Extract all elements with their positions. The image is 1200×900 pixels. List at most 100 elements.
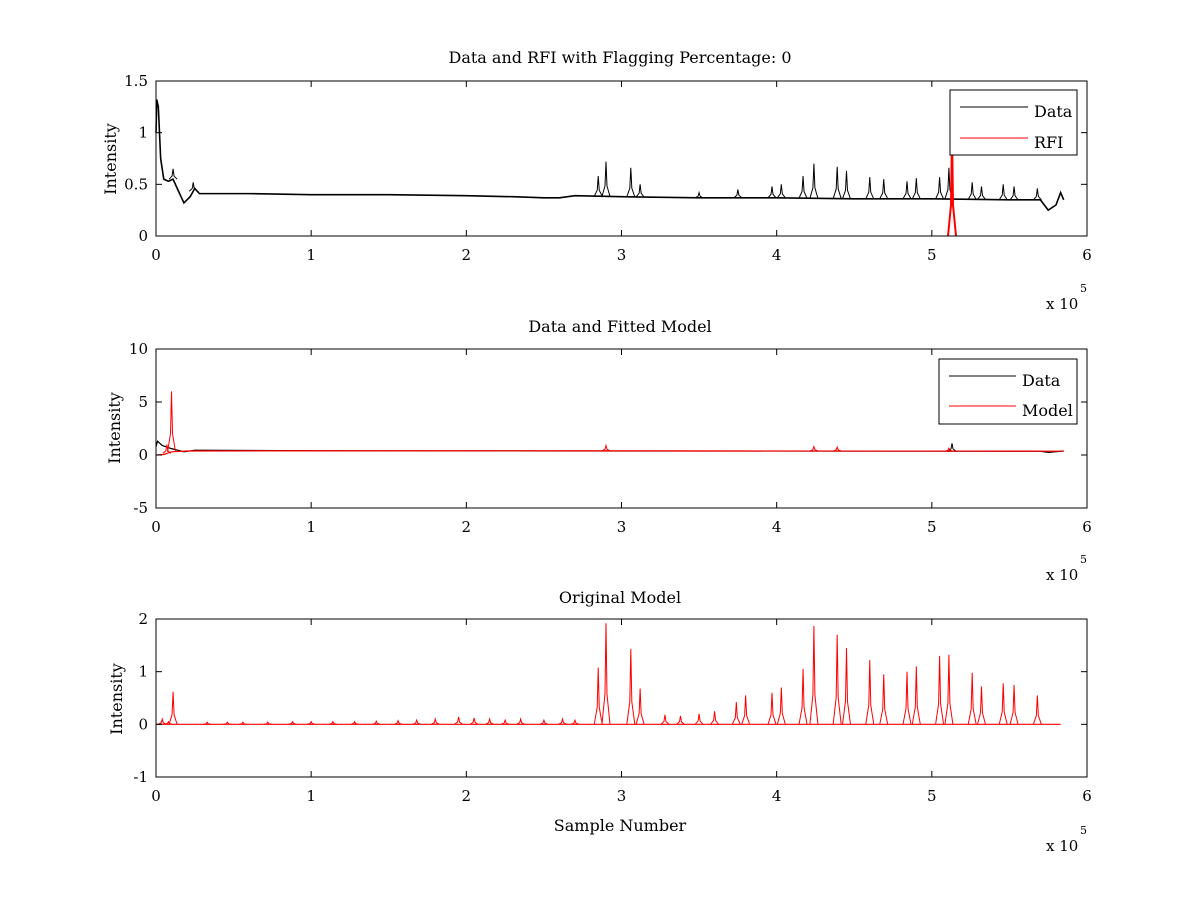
x-tick-label: 2 bbox=[462, 518, 472, 536]
spike-data bbox=[168, 168, 178, 180]
spike-series bbox=[454, 716, 463, 725]
spike-series bbox=[539, 718, 549, 725]
x-tick-label: 5 bbox=[927, 787, 937, 805]
spike-series bbox=[977, 686, 986, 725]
legend-label-rfi: RFI bbox=[1034, 133, 1063, 152]
x-axis-label: Sample Number bbox=[554, 816, 687, 835]
spike-data bbox=[1009, 186, 1019, 201]
x-tick-label: 3 bbox=[617, 246, 627, 264]
spike-series bbox=[879, 674, 889, 725]
spike-model bbox=[601, 443, 611, 452]
series-line-model bbox=[155, 450, 1064, 456]
spike-series bbox=[626, 649, 636, 725]
spike-series bbox=[944, 654, 954, 725]
x-tick-label: 0 bbox=[151, 787, 161, 805]
spike-data bbox=[879, 179, 889, 200]
spike-series bbox=[676, 715, 685, 725]
spike-data bbox=[593, 176, 603, 197]
spike-data bbox=[776, 184, 786, 199]
spike-model bbox=[944, 446, 954, 452]
spike-data bbox=[809, 163, 819, 199]
x-tick-label: 4 bbox=[772, 246, 782, 264]
spike-series bbox=[307, 720, 316, 725]
y-tick-label: -1 bbox=[133, 768, 148, 786]
legend-label-model: Model bbox=[1022, 401, 1073, 420]
spike-data bbox=[842, 170, 851, 199]
spike-series bbox=[731, 702, 741, 725]
spike-series bbox=[238, 721, 247, 725]
spike-data bbox=[188, 182, 198, 192]
spike-series bbox=[998, 683, 1008, 725]
y-tick-label: -5 bbox=[133, 499, 148, 517]
series-series bbox=[156, 623, 1061, 725]
spike-model bbox=[167, 391, 177, 452]
x-tick-label: 2 bbox=[462, 787, 472, 805]
spike-model bbox=[832, 445, 842, 452]
spike-series bbox=[263, 721, 272, 725]
y-tick-label: 1 bbox=[138, 663, 148, 681]
x-tick-label: 6 bbox=[1082, 246, 1092, 264]
spike-data bbox=[865, 177, 875, 200]
spike-series bbox=[767, 692, 777, 725]
y-tick-label: 5 bbox=[138, 393, 148, 411]
y-axis-label: Intensity bbox=[105, 392, 124, 464]
spike-series bbox=[776, 687, 786, 725]
series-data bbox=[155, 99, 1065, 212]
x-tick-label: 4 bbox=[772, 787, 782, 805]
spike-data bbox=[977, 186, 986, 200]
spike-series bbox=[841, 647, 851, 725]
x-tick-label: 1 bbox=[306, 787, 316, 805]
spike-series bbox=[328, 720, 338, 725]
spike-data bbox=[733, 189, 743, 199]
x-tick-label: 2 bbox=[462, 246, 472, 264]
legend-label-data: Data bbox=[1022, 371, 1061, 390]
spike-series bbox=[516, 717, 525, 725]
x-exponent-label: x 10 bbox=[1046, 837, 1078, 855]
spike-data bbox=[694, 190, 704, 199]
y-axis-label: Intensity bbox=[101, 123, 120, 195]
y-tick-label: 10 bbox=[129, 340, 148, 358]
spike-series bbox=[809, 625, 819, 725]
spike-series bbox=[694, 713, 704, 725]
x-tick-label: 1 bbox=[306, 518, 316, 536]
chart-panel-flagging: Data and RFI with Flagging Percentage: 0… bbox=[101, 48, 1092, 313]
spike-series bbox=[157, 717, 167, 725]
spike-series bbox=[1009, 684, 1019, 725]
y-tick-label: 0.5 bbox=[124, 175, 148, 193]
spike-series bbox=[412, 718, 421, 725]
y-tick-label: 1.5 bbox=[124, 72, 148, 90]
x-tick-label: 6 bbox=[1082, 518, 1092, 536]
y-tick-label: 0 bbox=[138, 715, 148, 733]
spike-series bbox=[558, 717, 567, 725]
x-tick-label: 4 bbox=[772, 518, 782, 536]
spike-series bbox=[935, 655, 945, 725]
x-exponent: 5 bbox=[1080, 824, 1087, 837]
x-tick-label: 6 bbox=[1082, 787, 1092, 805]
y-tick-label: 1 bbox=[138, 124, 148, 142]
spike-series bbox=[635, 688, 645, 725]
spike-model bbox=[809, 444, 819, 452]
spike-data bbox=[832, 166, 842, 199]
spike-series bbox=[485, 717, 494, 725]
spike-series bbox=[967, 672, 977, 725]
y-tick-label: 0 bbox=[138, 446, 148, 464]
x-tick-label: 0 bbox=[151, 246, 161, 264]
spike-series bbox=[593, 667, 603, 725]
y-tick-label: 2 bbox=[138, 610, 148, 628]
spike-series bbox=[865, 660, 875, 725]
spike-series bbox=[1032, 695, 1042, 725]
x-tick-label: 5 bbox=[927, 518, 937, 536]
spike-series bbox=[431, 717, 440, 725]
spike-series bbox=[469, 717, 479, 725]
x-exponent-label: x 10 bbox=[1046, 295, 1078, 313]
spike-series bbox=[500, 718, 510, 725]
spike-series bbox=[902, 671, 912, 725]
spike-series bbox=[203, 721, 212, 725]
spike-series bbox=[223, 721, 232, 725]
spike-data bbox=[626, 167, 636, 198]
spike-data bbox=[998, 184, 1008, 201]
x-tick-label: 1 bbox=[306, 246, 316, 264]
chart-title: Data and RFI with Flagging Percentage: 0 bbox=[448, 48, 791, 67]
